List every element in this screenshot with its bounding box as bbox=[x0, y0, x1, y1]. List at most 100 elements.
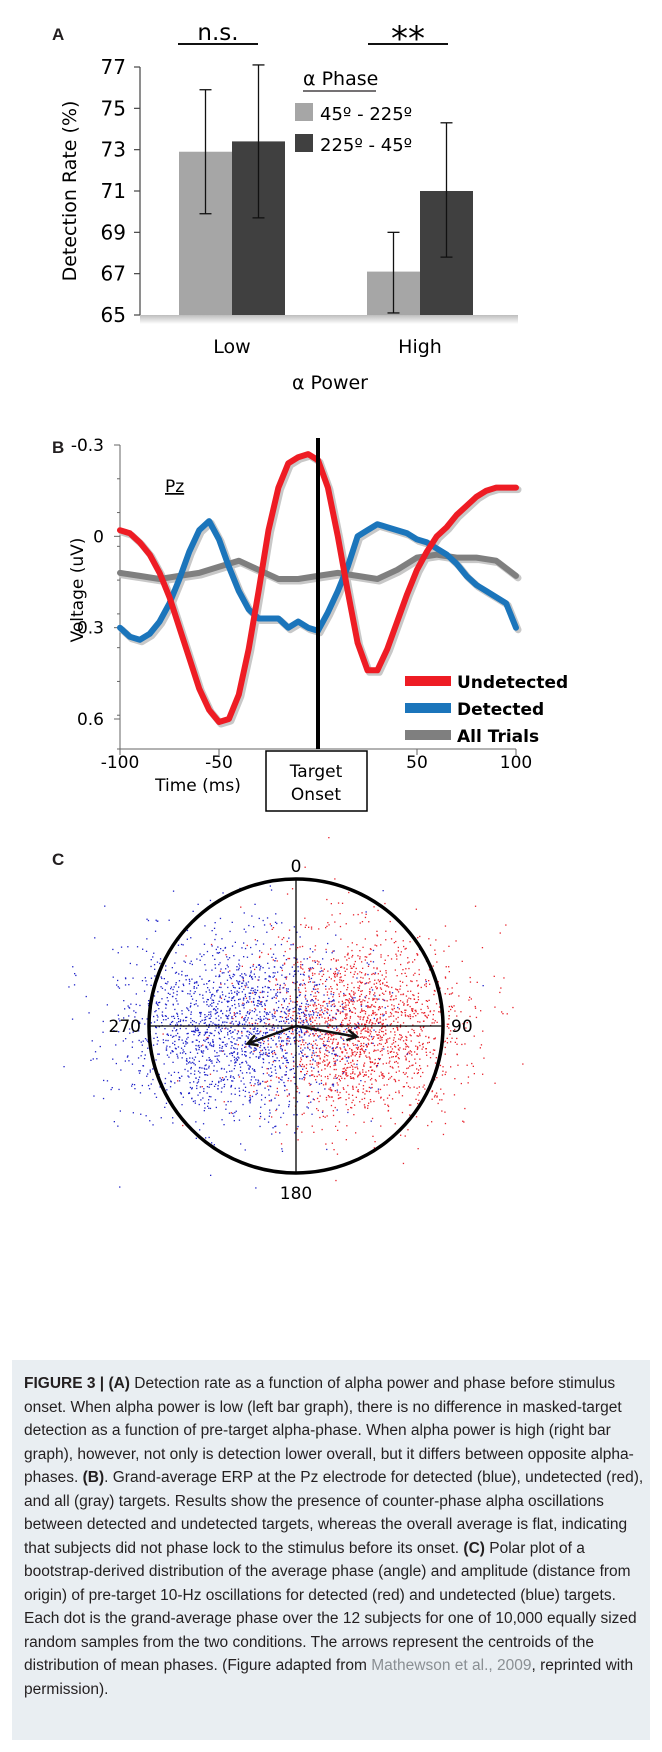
scatter-point bbox=[213, 1044, 215, 1046]
scatter-point bbox=[364, 1000, 366, 1002]
scatter-point bbox=[243, 997, 245, 999]
scatter-point bbox=[258, 995, 260, 998]
scatter-point bbox=[194, 1056, 197, 1058]
scatter-point bbox=[213, 981, 215, 983]
scatter-point bbox=[315, 1039, 317, 1041]
scatter-point bbox=[339, 1012, 341, 1015]
scatter-point bbox=[373, 1049, 376, 1051]
scatter-point bbox=[262, 1073, 265, 1075]
scatter-point bbox=[402, 940, 404, 942]
scatter-point bbox=[211, 1005, 213, 1007]
scatter-point bbox=[313, 1131, 315, 1133]
scatter-point bbox=[351, 1049, 353, 1051]
scatter-point bbox=[195, 1029, 197, 1032]
scatter-point bbox=[399, 988, 401, 990]
scatter-point bbox=[232, 1076, 234, 1078]
scatter-point bbox=[345, 1074, 347, 1076]
scatter-point bbox=[197, 1029, 200, 1032]
scatter-point bbox=[259, 1016, 261, 1018]
scatter-point bbox=[196, 1085, 198, 1087]
scatter-point bbox=[154, 1093, 156, 1095]
scatter-point bbox=[292, 975, 295, 977]
caption-reference-link[interactable]: Mathewson et al., 2009 bbox=[371, 1657, 532, 1674]
scatter-point bbox=[428, 969, 431, 971]
scatter-point bbox=[269, 1109, 271, 1111]
scatter-point bbox=[208, 1095, 211, 1098]
scatter-point bbox=[351, 1011, 354, 1013]
scatter-point bbox=[368, 1056, 370, 1058]
scatter-point bbox=[307, 1003, 309, 1006]
scatter-point bbox=[293, 1040, 296, 1042]
scatter-point bbox=[292, 1031, 294, 1033]
scatter-point bbox=[333, 992, 335, 994]
scatter-point bbox=[364, 916, 367, 919]
scatter-point bbox=[146, 1018, 148, 1020]
scatter-point bbox=[338, 1097, 341, 1099]
scatter-point bbox=[186, 938, 188, 940]
scatter-point bbox=[379, 1058, 381, 1060]
scatter-point bbox=[233, 1038, 235, 1040]
scatter-point bbox=[379, 987, 382, 989]
scatter-point bbox=[252, 1028, 254, 1030]
scatter-point bbox=[159, 1086, 161, 1088]
scatter-point bbox=[308, 926, 310, 928]
scatter-point bbox=[251, 1033, 253, 1035]
scatter-point bbox=[230, 1075, 232, 1077]
scatter-point bbox=[300, 1030, 303, 1032]
scatter-point bbox=[208, 1099, 210, 1101]
scatter-point bbox=[220, 1078, 223, 1081]
scatter-point bbox=[174, 1044, 176, 1046]
scatter-point bbox=[264, 1008, 266, 1011]
scatter-point bbox=[337, 1129, 339, 1131]
scatter-point bbox=[319, 1095, 321, 1097]
scatter-point bbox=[251, 1068, 254, 1070]
scatter-point bbox=[245, 931, 247, 933]
scatter-point bbox=[399, 1039, 402, 1041]
scatter-point bbox=[267, 962, 269, 964]
scatter-point bbox=[316, 1014, 319, 1017]
scatter-point bbox=[469, 976, 471, 979]
scatter-point bbox=[330, 1096, 332, 1098]
scatter-point bbox=[409, 1005, 411, 1008]
scatter-point bbox=[271, 1013, 273, 1015]
scatter-point bbox=[263, 1015, 265, 1017]
scatter-point bbox=[268, 967, 270, 969]
scatter-point bbox=[319, 1058, 321, 1060]
scatter-point bbox=[203, 1022, 205, 1024]
scatter-point bbox=[340, 976, 342, 978]
scatter-point bbox=[225, 995, 227, 997]
scatter-point bbox=[384, 1103, 386, 1105]
scatter-point bbox=[256, 1092, 258, 1094]
scatter-point bbox=[267, 1085, 269, 1087]
scatter-point bbox=[389, 1011, 392, 1014]
scatter-point bbox=[314, 973, 316, 975]
scatter-point bbox=[355, 1024, 357, 1026]
scatter-point bbox=[186, 1007, 188, 1009]
scatter-point bbox=[397, 1057, 400, 1059]
scatter-point bbox=[236, 1039, 238, 1041]
scatter-point bbox=[308, 1035, 310, 1037]
scatter-point bbox=[274, 972, 276, 974]
scatter-point bbox=[333, 972, 335, 975]
scatter-point bbox=[198, 1060, 200, 1062]
scatter-point bbox=[393, 1037, 395, 1039]
scatter-point bbox=[273, 1059, 275, 1062]
scatter-point bbox=[287, 1077, 290, 1080]
scatter-point bbox=[302, 1049, 304, 1051]
scatter-point bbox=[297, 1139, 299, 1141]
scatter-point bbox=[249, 1082, 251, 1084]
scatter-point bbox=[213, 1085, 216, 1087]
scatter-point bbox=[403, 1003, 405, 1005]
scatter-point bbox=[220, 1010, 222, 1012]
scatter-point bbox=[308, 978, 311, 980]
scatter-point bbox=[276, 960, 278, 962]
scatter-point bbox=[208, 1017, 210, 1020]
scatter-point bbox=[279, 1066, 281, 1068]
scatter-point bbox=[381, 1006, 383, 1008]
scatter-point bbox=[186, 1058, 188, 1060]
scatter-point bbox=[340, 1097, 342, 1099]
scatter-point bbox=[341, 1073, 344, 1075]
scatter-point bbox=[436, 1021, 438, 1023]
scatter-point bbox=[313, 1026, 315, 1028]
